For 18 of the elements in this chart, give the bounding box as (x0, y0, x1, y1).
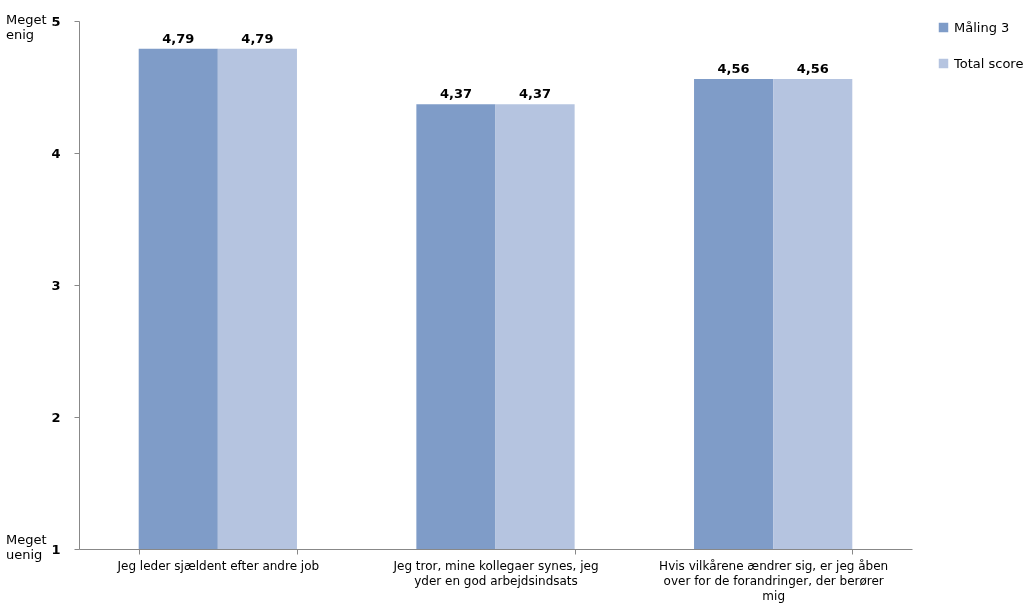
data-label: 4,37 (519, 86, 552, 102)
x-tick-label: Jeg leder sjældent efter andre job (116, 558, 320, 573)
data-label: 4,56 (796, 61, 829, 77)
y-tick-label: 4 (51, 145, 61, 161)
y-tick-label: 3 (51, 277, 61, 293)
text: Meget uenig (6, 532, 47, 562)
x-tick-label: Hvis vilkårene ændrer sig, er jeg åben over for de forandringer, der berører mig (659, 558, 889, 603)
text: Meget enig (6, 12, 47, 42)
data-label: 4,56 (717, 61, 750, 77)
x-tick-label: Jeg tror, mine kollegaer synes, jeg yder en god arbejdsindsats (392, 558, 599, 588)
data-label: 4,79 (162, 30, 195, 46)
y-tick-label: 1 (51, 541, 61, 557)
y-tick-label: 2 (51, 409, 61, 425)
data-label: 4,79 (241, 30, 274, 46)
legend-label: Måling 3 (954, 19, 1010, 35)
data-label: 4,37 (439, 86, 472, 102)
legend-label: Total score (953, 55, 1024, 71)
y-tick-label: 5 (51, 13, 61, 29)
